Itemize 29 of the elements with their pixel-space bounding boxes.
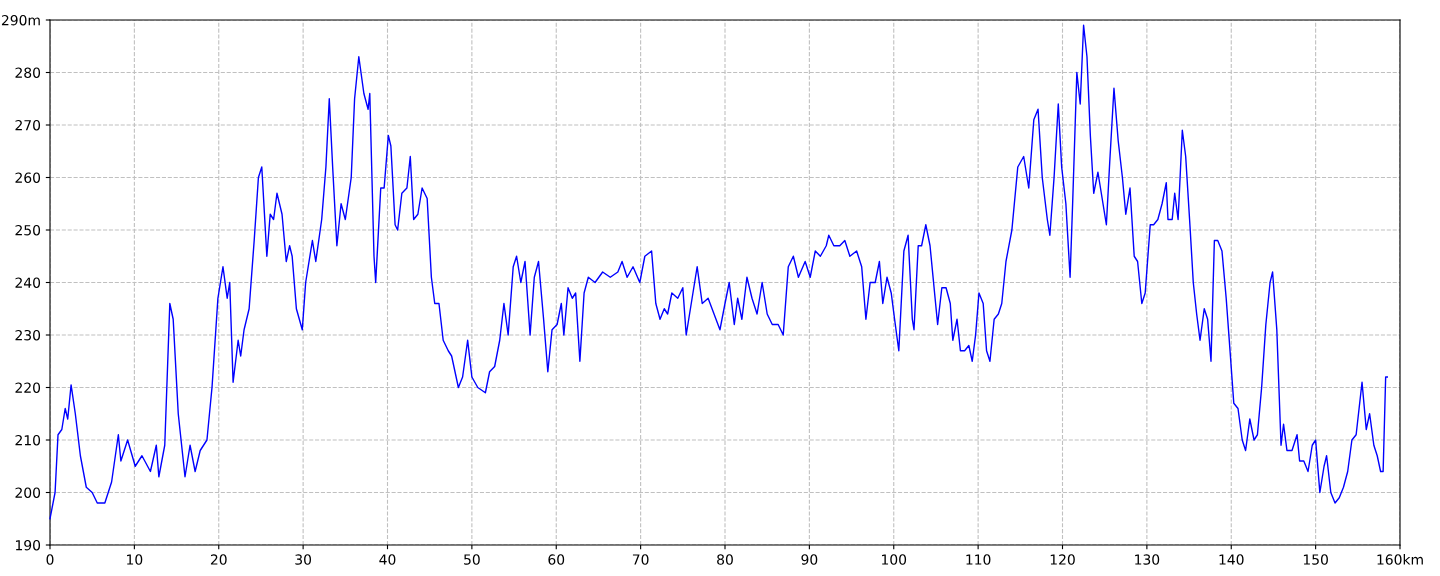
y-tick-label: 260: [15, 172, 41, 183]
x-tick-label: 80: [717, 554, 733, 565]
y-tick-label: 220: [15, 382, 41, 393]
x-tick-label: 20: [210, 554, 227, 565]
line-series: [49, 24, 1389, 520]
y-tick-label: 280: [15, 67, 41, 78]
y-tick-label: 210: [15, 434, 41, 446]
y-tick-label: 250: [15, 224, 41, 236]
x-tick-label: 110: [966, 554, 991, 565]
y-tick-label: 270: [15, 119, 41, 131]
y-tick-label: 230: [15, 329, 41, 341]
x-tick-label: 10: [127, 554, 143, 565]
x-tick-label: 30: [295, 554, 312, 565]
y-tick-label: 190: [15, 539, 41, 551]
x-tick-label: 120: [1050, 554, 1075, 565]
x-tick-label: 40: [379, 554, 396, 565]
x-tick-label: 100: [882, 554, 907, 565]
x-tick-label: 160km: [1377, 554, 1423, 565]
x-tick-label: 60: [548, 554, 565, 565]
x-tick-label: 90: [801, 554, 818, 565]
y-tick-label: 200: [15, 487, 41, 498]
y-tick-label: 240: [15, 277, 41, 288]
x-tick-label: 150: [1303, 554, 1328, 565]
x-tick-label: 130: [1135, 554, 1160, 565]
x-tick-label: 50: [464, 554, 480, 565]
y-tick-label: 290m: [1, 14, 40, 26]
x-tick-label: 0: [46, 554, 54, 565]
x-tick-label: 140: [1219, 554, 1244, 565]
x-tick-label: 70: [632, 554, 649, 565]
